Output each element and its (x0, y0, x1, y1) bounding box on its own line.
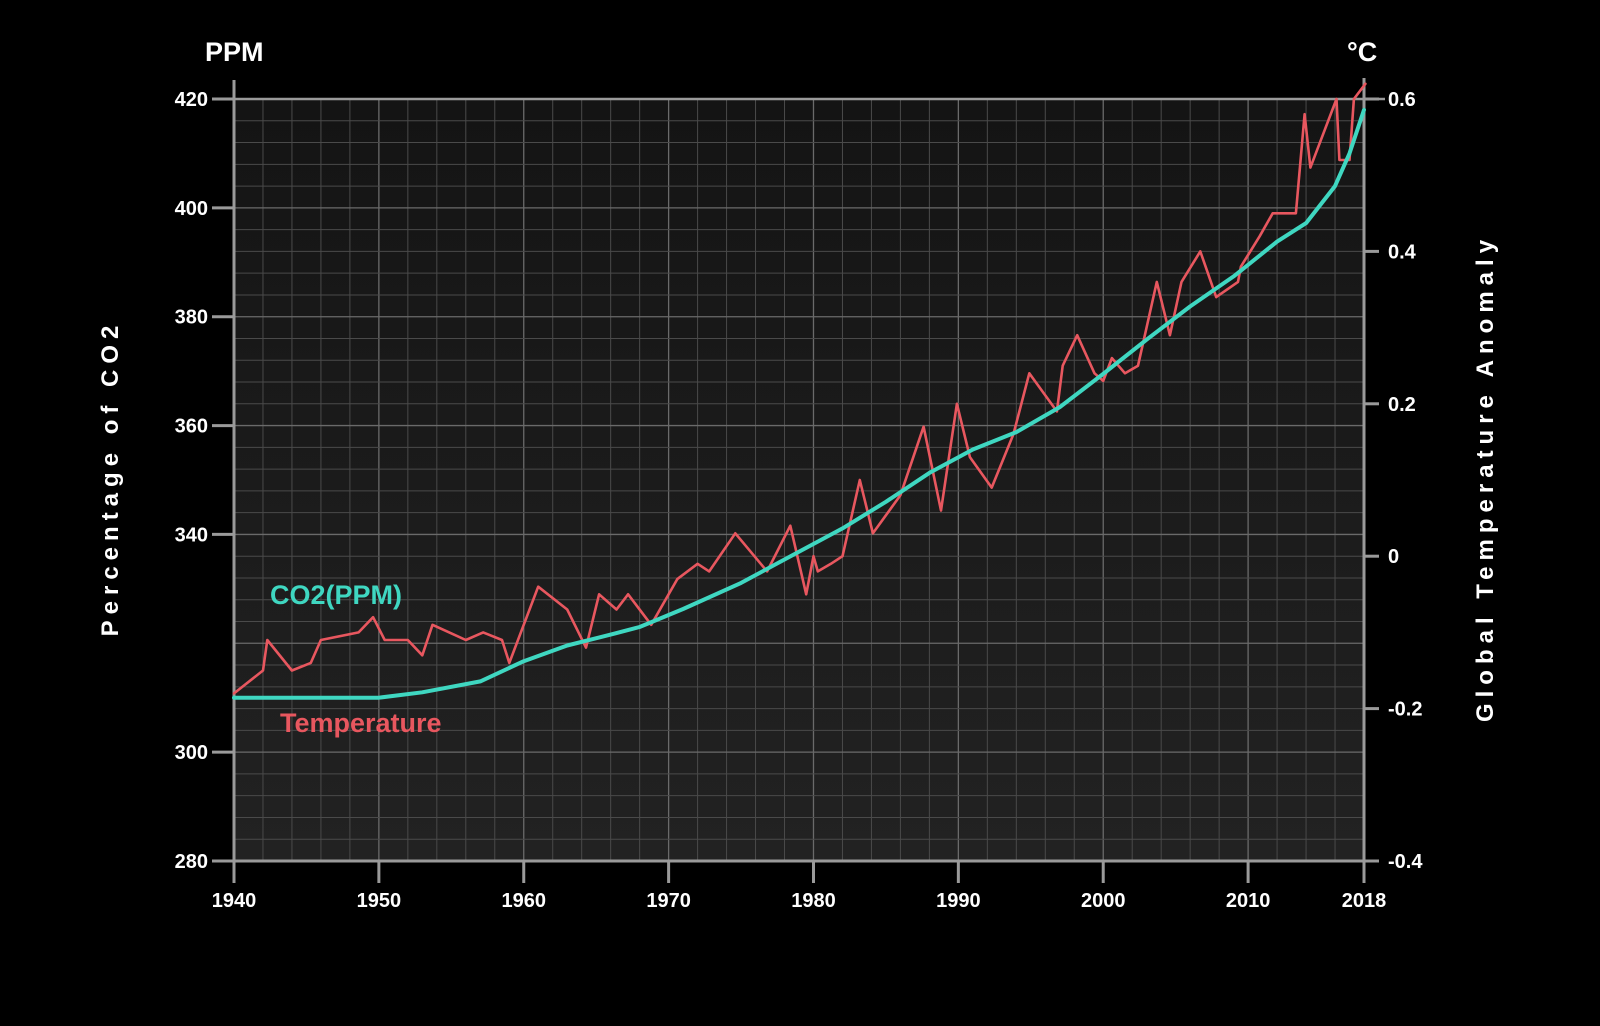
y-right-tick-label: 0 (1388, 546, 1399, 568)
y-right-tick-label: -0.4 (1388, 851, 1423, 873)
y-right-tick-label: 0.4 (1388, 241, 1417, 263)
co2-series-line (232, 107, 1366, 700)
y-left-tick-label: 380 (175, 307, 208, 329)
x-tick-label: 2018 (1342, 890, 1387, 912)
y-left-tick-label: 420 (175, 89, 208, 111)
y-right-tick-label: 0.6 (1388, 89, 1416, 111)
x-tick-label: 1950 (357, 890, 402, 912)
left-axis-title: Percentage of CO2 (97, 320, 124, 637)
x-tick-label: 2010 (1226, 890, 1271, 912)
axes (232, 78, 1385, 881)
x-tick-label: 1960 (501, 890, 546, 912)
left-unit-label: PPM (205, 37, 264, 67)
plot-background (234, 99, 1364, 861)
y-right-tick-label: 0.2 (1388, 394, 1416, 416)
y-left-tick-label: 280 (175, 851, 208, 873)
series-lines (232, 82, 1367, 700)
right-axis-title: Global Temperature Anomaly (1472, 234, 1499, 722)
y-left-tick-label: 360 (175, 416, 208, 438)
y-right-tick-label: -0.2 (1388, 699, 1422, 721)
tick-labels: 1940 1950 1960 1970 1980 1990 2000 2010 2018 280 3… (175, 89, 1424, 912)
x-tick-label: 2000 (1081, 890, 1126, 912)
x-tick-label: 1990 (936, 890, 981, 912)
right-unit-label: °C (1347, 37, 1377, 67)
y-left-tick-label: 340 (175, 524, 208, 546)
x-tick-label: 1970 (646, 890, 691, 912)
y-left-tick-label: 300 (175, 742, 208, 764)
y-left-tick-label: 400 (175, 198, 208, 220)
temperature-series-label: Temperature (280, 708, 442, 738)
temperature-series-line (232, 82, 1367, 695)
co2-series-label: CO2(PPM) (270, 580, 402, 610)
x-tick-label: 1940 (212, 890, 257, 912)
x-tick-label: 1980 (791, 890, 836, 912)
grid-lines (234, 99, 1364, 861)
